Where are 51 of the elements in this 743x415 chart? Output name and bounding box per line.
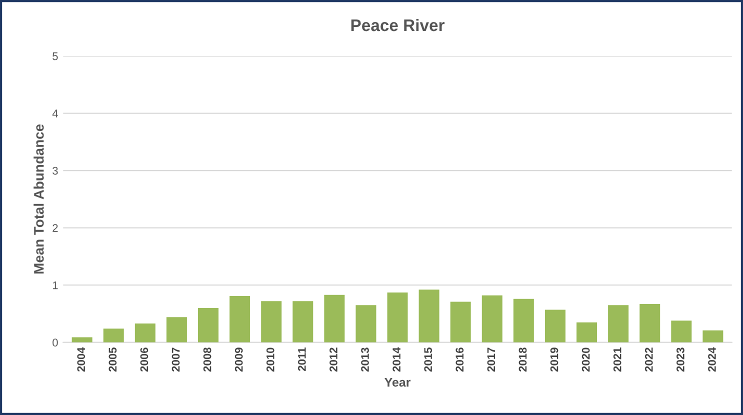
y-tick-label: 4: [52, 110, 58, 118]
bar: [608, 305, 629, 342]
x-tick-label: 2022: [644, 348, 653, 372]
bar: [576, 322, 598, 342]
bar: [198, 308, 218, 342]
bar: [324, 294, 345, 342]
y-tick-label: 0: [52, 338, 58, 347]
x-tick-label: 2012: [330, 348, 338, 372]
bar: [544, 310, 566, 342]
bar: [640, 304, 660, 342]
x-tick-label: 2018: [518, 348, 527, 372]
x-tick-label: 2007: [172, 348, 180, 372]
bar: [418, 290, 440, 342]
y-axis-title: Mean Total Abundance: [34, 124, 44, 274]
bar: [103, 328, 124, 342]
bar: [72, 337, 92, 342]
x-tick-label: 2010: [266, 348, 274, 372]
bar: [230, 296, 250, 342]
x-tick-label: 2019: [550, 348, 558, 372]
x-tick-label: 2004: [77, 347, 86, 372]
bar: [166, 317, 187, 342]
x-tick-label: 2008: [203, 348, 212, 372]
x-tick-label: 2024: [708, 347, 716, 372]
x-tick-label: 2013: [361, 348, 369, 372]
bar: [513, 298, 534, 342]
x-tick-label: 2023: [676, 348, 684, 372]
y-tick-label: 3: [52, 166, 58, 175]
x-tick-label: 2016: [456, 348, 464, 372]
bar: [671, 320, 692, 342]
bar: [292, 301, 314, 342]
x-tick-label: 2006: [140, 348, 148, 372]
chart-title: Peace River: [351, 18, 445, 32]
y-tick-label: 1: [52, 281, 58, 290]
y-tick-label: 5: [52, 52, 58, 60]
x-tick-label: 2011: [298, 348, 306, 371]
x-tick-label: 2021: [613, 348, 622, 372]
x-axis-title: Year: [384, 378, 411, 387]
x-tick-label: 2014: [392, 347, 400, 372]
x-tick-label: 2020: [582, 348, 590, 372]
bar: [387, 292, 408, 342]
bar: [482, 295, 502, 342]
x-tick-label: 2005: [108, 348, 117, 372]
bar: [702, 330, 724, 342]
bar: [261, 301, 282, 342]
y-tick-label: 2: [52, 224, 58, 232]
bar: [356, 305, 376, 342]
bar: [450, 302, 471, 342]
x-tick-label: 2009: [234, 348, 243, 372]
x-tick-label: 2015: [424, 348, 432, 372]
bar: [134, 323, 156, 342]
x-tick-label: 2017: [487, 348, 496, 372]
